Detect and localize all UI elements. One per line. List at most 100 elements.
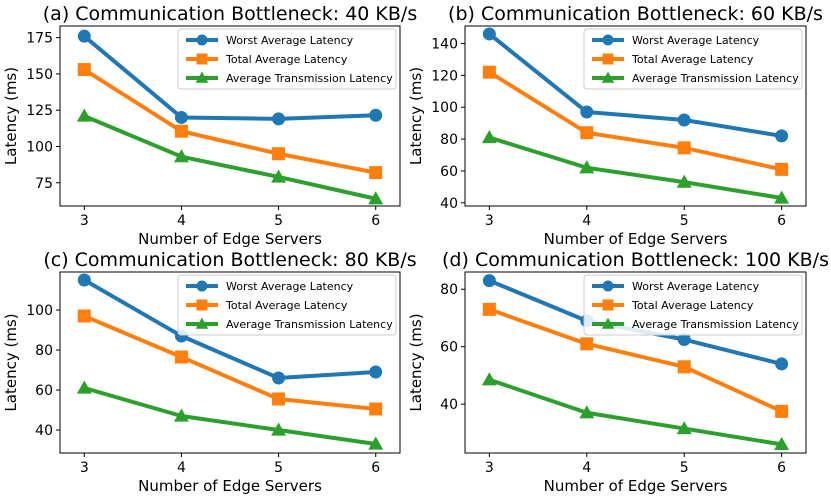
- legend-swatch-marker: [602, 280, 614, 292]
- data-point: [482, 274, 496, 288]
- data-point: [676, 174, 692, 188]
- y-axis-label: Latency (ms): [407, 67, 425, 165]
- data-point: [676, 421, 692, 435]
- chart-panel-1: (a) Communication Bottleneck: 40 KB/s 3 4 5…: [2, 3, 417, 248]
- data-point: [272, 147, 286, 161]
- legend-swatch-marker: [601, 317, 615, 329]
- y-axis-label: Latency (ms): [2, 67, 20, 165]
- data-point: [76, 380, 92, 394]
- data-point: [368, 191, 384, 205]
- y-tick-label: 80: [35, 343, 53, 359]
- data-point: [481, 372, 497, 386]
- legend-label: Worst Average Latency: [632, 34, 760, 47]
- data-point: [481, 130, 497, 144]
- series-circle: [482, 27, 789, 143]
- series-line: [83, 67, 377, 175]
- data-point: [775, 129, 789, 143]
- y-tick-label: 75: [35, 176, 53, 192]
- plot-frame: [59, 25, 401, 207]
- data-point: [77, 273, 91, 287]
- series-line: [83, 278, 376, 380]
- y-tick-label: 60: [440, 164, 458, 180]
- y-tick-label: 80: [440, 282, 458, 298]
- data-point: [272, 392, 286, 406]
- plot-frame: [59, 271, 401, 454]
- legend-label: Worst Average Latency: [226, 280, 354, 293]
- x-tick-label: 5: [680, 213, 689, 229]
- data-point: [482, 27, 496, 41]
- data-point: [77, 63, 91, 77]
- data-point: [369, 365, 383, 379]
- data-point: [774, 436, 790, 450]
- y-tick-label: 80: [440, 132, 458, 148]
- legend-label: Average Transmission Latency: [632, 72, 799, 85]
- data-point: [677, 113, 691, 127]
- data-point: [677, 333, 691, 347]
- legend-label: Total Average Latency: [631, 53, 754, 66]
- y-tick-label: 40: [35, 423, 53, 439]
- chart-title: (b) Communication Bottleneck: 60 KB/s: [448, 3, 823, 25]
- legend-swatch-marker: [196, 280, 208, 292]
- y-axis-label: Latency (ms): [2, 313, 20, 411]
- series-square: [482, 302, 789, 418]
- data-point: [775, 162, 789, 176]
- y-tick-label: 150: [26, 67, 53, 83]
- legend-box: [583, 28, 803, 90]
- legend-label: Average Transmission Latency: [632, 318, 799, 331]
- legend-swatch-marker: [601, 71, 615, 83]
- legend-label: Average Transmission Latency: [226, 318, 393, 331]
- legend-swatch-marker: [196, 34, 208, 46]
- x-tick-label: 4: [177, 460, 186, 476]
- series-line: [83, 314, 376, 411]
- x-tick-label: 4: [582, 460, 591, 476]
- data-point: [173, 408, 189, 422]
- legend-swatch-marker: [602, 299, 614, 311]
- legend-box: [177, 274, 397, 336]
- data-point: [174, 124, 188, 138]
- data-point: [677, 141, 691, 155]
- data-point: [579, 405, 595, 419]
- series-line: [488, 32, 782, 138]
- series-line: [83, 114, 377, 201]
- data-point: [368, 436, 384, 450]
- legend-label: Worst Average Latency: [226, 34, 354, 47]
- series-circle: [77, 29, 383, 126]
- series-line: [488, 70, 783, 172]
- data-point: [272, 371, 286, 385]
- data-point: [76, 108, 92, 122]
- legend-swatch-marker: [196, 53, 208, 65]
- data-point: [173, 149, 189, 163]
- data-point: [174, 110, 188, 124]
- data-point: [369, 166, 383, 180]
- x-tick-label: 4: [177, 213, 186, 229]
- chart-panel-3: (c) Communication Bottleneck: 80 KB/s 3 4 5…: [2, 249, 417, 495]
- x-tick-label: 5: [274, 460, 283, 476]
- data-point: [174, 350, 188, 364]
- y-tick-label: 60: [440, 340, 458, 356]
- y-tick-label: 120: [431, 68, 458, 84]
- series-square: [482, 65, 789, 176]
- y-tick-label: 100: [431, 100, 458, 116]
- x-tick-label: 5: [680, 460, 689, 476]
- x-tick-label: 6: [371, 213, 380, 229]
- data-point: [775, 357, 789, 371]
- data-point: [369, 108, 383, 122]
- series-square: [77, 309, 383, 416]
- legend-swatch-marker: [195, 71, 209, 83]
- legend-box: [583, 274, 803, 336]
- data-point: [77, 29, 91, 43]
- plot-frame: [464, 25, 807, 207]
- data-point: [77, 309, 91, 323]
- y-tick-label: 125: [26, 103, 53, 119]
- series-line: [488, 377, 782, 447]
- y-tick-label: 175: [26, 31, 53, 47]
- series-line: [488, 307, 783, 414]
- series-line: [83, 386, 376, 446]
- data-point: [580, 105, 594, 119]
- y-tick-label: 40: [440, 196, 458, 212]
- legend-swatch-marker: [196, 299, 208, 311]
- data-point: [774, 190, 790, 204]
- x-tick-label: 6: [777, 213, 786, 229]
- data-point: [579, 160, 595, 174]
